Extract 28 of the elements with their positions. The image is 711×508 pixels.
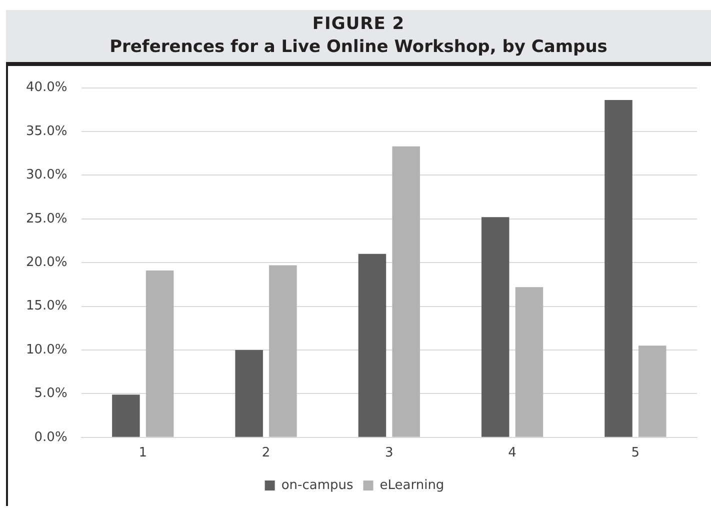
- legend-label: eLearning: [380, 478, 444, 493]
- x-tick-label: 1: [138, 446, 148, 461]
- x-tick-label: 4: [508, 446, 516, 461]
- bar: [146, 270, 174, 437]
- chart-subtitle: Preferences for a Live Online Workshop, by Campus: [108, 36, 608, 59]
- y-tick-label: 5.0%: [34, 386, 68, 402]
- bar: [481, 217, 510, 437]
- y-tick-label: 25.0%: [26, 211, 68, 226]
- legend-label: on-campus: [281, 478, 354, 493]
- y-tick-label: 40.0%: [26, 80, 68, 96]
- x-tick-label: 5: [631, 446, 640, 461]
- bar: [604, 100, 632, 437]
- bar: [515, 287, 544, 437]
- y-tick-label: 20.0%: [26, 254, 68, 270]
- chart-title: FIGURE 2: [311, 13, 406, 35]
- y-tick-label: 35.0%: [26, 124, 68, 139]
- bar: [638, 346, 666, 437]
- bar: [358, 254, 386, 437]
- y-tick-label: 0.0%: [34, 430, 68, 445]
- x-tick-label: 2: [262, 446, 270, 461]
- bar: [269, 265, 297, 437]
- bar: [235, 350, 263, 437]
- bar: [112, 394, 140, 437]
- x-tick-label: 3: [385, 446, 394, 461]
- y-tick-label: 15.0%: [26, 298, 68, 314]
- y-tick-label: 30.0%: [26, 168, 68, 183]
- y-tick-label: 10.0%: [26, 342, 68, 358]
- bar: [392, 146, 420, 437]
